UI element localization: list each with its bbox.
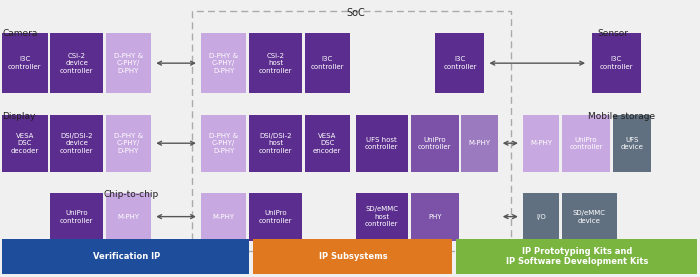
Text: UniPro
controller: UniPro controller: [259, 210, 292, 224]
Text: Verification IP: Verification IP: [92, 252, 160, 261]
Text: PHY: PHY: [428, 214, 442, 220]
Bar: [2, 115, 48, 172]
Text: D-PHY &
C-PHY/
D-PHY: D-PHY & C-PHY/ D-PHY: [114, 53, 143, 73]
Text: SD/eMMC
host
controller: SD/eMMC host controller: [365, 206, 398, 227]
Text: DSI/DSI-2
device
controller: DSI/DSI-2 device controller: [60, 133, 93, 154]
Text: Sensor: Sensor: [597, 29, 628, 38]
Bar: [50, 193, 103, 241]
Text: M-PHY: M-PHY: [468, 140, 491, 146]
Bar: [201, 115, 246, 172]
Text: UniPro
controller: UniPro controller: [60, 210, 93, 224]
Text: UniPro
controller: UniPro controller: [569, 137, 603, 150]
Text: M-PHY: M-PHY: [118, 214, 139, 220]
Text: Display: Display: [2, 112, 36, 121]
Bar: [356, 193, 408, 241]
Bar: [356, 115, 408, 172]
Text: IP Subsystems: IP Subsystems: [319, 252, 388, 261]
Bar: [612, 115, 651, 172]
Bar: [249, 115, 302, 172]
Text: VESA
DSC
decoder: VESA DSC decoder: [10, 133, 39, 154]
Bar: [411, 115, 458, 172]
Bar: [435, 33, 484, 93]
Text: I3C
controller: I3C controller: [311, 56, 344, 70]
Text: M-PHY: M-PHY: [213, 214, 234, 220]
Bar: [50, 115, 103, 172]
Bar: [2, 239, 249, 274]
Text: IP Prototyping Kits and
IP Software Development Kits: IP Prototyping Kits and IP Software Deve…: [506, 247, 648, 266]
Text: CSI-2
device
controller: CSI-2 device controller: [60, 53, 93, 73]
Bar: [562, 193, 617, 241]
Text: UFS host
controller: UFS host controller: [365, 137, 398, 150]
Text: UFS
device: UFS device: [620, 137, 643, 150]
Bar: [592, 33, 640, 93]
Text: D-PHY &
C-PHY/
D-PHY: D-PHY & C-PHY/ D-PHY: [209, 133, 238, 154]
Bar: [249, 33, 302, 93]
Bar: [456, 239, 696, 274]
Text: DSI/DSI-2
host
controller: DSI/DSI-2 host controller: [259, 133, 292, 154]
Bar: [201, 193, 246, 241]
Text: Chip-to-chip: Chip-to-chip: [104, 190, 159, 199]
Text: I/O: I/O: [536, 214, 546, 220]
Text: I3C
controller: I3C controller: [443, 56, 477, 70]
Text: I3C
controller: I3C controller: [8, 56, 41, 70]
Bar: [106, 193, 151, 241]
Text: SD/eMMC
device: SD/eMMC device: [573, 210, 606, 224]
Bar: [201, 33, 246, 93]
Text: Camera: Camera: [2, 29, 38, 38]
Text: VESA
DSC
encoder: VESA DSC encoder: [313, 133, 342, 154]
Text: D-PHY &
C-PHY/
D-PHY: D-PHY & C-PHY/ D-PHY: [114, 133, 143, 154]
Text: M-PHY: M-PHY: [530, 140, 552, 146]
Bar: [304, 115, 350, 172]
Text: SoC: SoC: [346, 8, 365, 18]
Bar: [50, 33, 103, 93]
Text: I3C
controller: I3C controller: [599, 56, 633, 70]
Bar: [2, 33, 48, 93]
Bar: [106, 115, 151, 172]
Text: UniPro
controller: UniPro controller: [418, 137, 452, 150]
Text: Mobile storage: Mobile storage: [588, 112, 655, 121]
Bar: [562, 115, 610, 172]
Bar: [106, 33, 151, 93]
Bar: [461, 115, 498, 172]
Bar: [253, 239, 452, 274]
Bar: [411, 193, 458, 241]
Text: D-PHY &
C-PHY/
D-PHY: D-PHY & C-PHY/ D-PHY: [209, 53, 238, 73]
Bar: [523, 115, 559, 172]
Bar: [304, 33, 350, 93]
Text: CSI-2
host
controller: CSI-2 host controller: [259, 53, 292, 73]
Bar: [249, 193, 302, 241]
Bar: [523, 193, 559, 241]
